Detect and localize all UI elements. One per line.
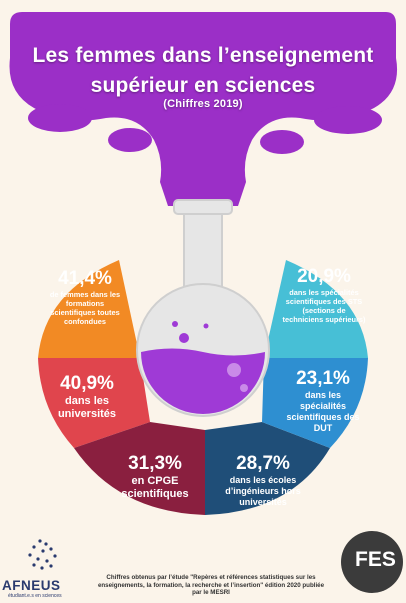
- title-line-1: Les femmes dans l’enseignement: [32, 44, 374, 67]
- stat-value: 40,9%: [60, 373, 114, 394]
- subtitle: (Chiffres 2019): [163, 98, 243, 110]
- fes-logo-text: FES: [355, 548, 396, 571]
- stat-value: 31,3%: [128, 453, 182, 474]
- stat-navy: 28,7% dans les écoles d’ingénieurs hors …: [214, 453, 312, 508]
- stat-desc: dans les spécialités scientifiques des D…: [286, 390, 360, 433]
- smoke-puff: [260, 130, 304, 154]
- afneus-tagline: étudiant.e.s en sciences: [8, 593, 62, 599]
- segment-orange: [38, 260, 140, 358]
- stat-orange: 41,4% de femmes dans les formations scie…: [44, 268, 126, 326]
- segment-cyan: [264, 260, 368, 358]
- stat-desc: en CPGE scientifiques: [121, 475, 189, 500]
- segment-navy: [205, 422, 330, 515]
- afneus-logo-text: AFNEUS: [2, 578, 61, 593]
- flask-liquid: [141, 348, 265, 414]
- fes-logo: [341, 531, 403, 593]
- segment-blue: [262, 358, 368, 448]
- bubble: [240, 384, 248, 392]
- stat-value: 20,9%: [297, 266, 351, 287]
- stat-desc: dans les spécialités scientifiques des S…: [282, 288, 366, 324]
- bubble: [227, 363, 241, 377]
- afneus-logo-mark: [28, 539, 57, 570]
- smoke-cloud: [9, 12, 398, 206]
- smoke-puff: [28, 104, 92, 132]
- stat-desc: dans les universités: [57, 395, 117, 420]
- segment-red: [38, 358, 150, 448]
- stat-desc: dans les écoles d’ingénieurs hors univer…: [225, 475, 301, 507]
- stat-value: 41,4%: [58, 268, 112, 289]
- source-footnote: Chiffres obtenus par l’étude "Repères et…: [97, 574, 325, 597]
- stat-value: 23,1%: [296, 368, 350, 389]
- bubble: [179, 333, 189, 343]
- stat-desc: de femmes dans les formations scientifiq…: [49, 290, 121, 326]
- smoke-puff: [108, 128, 152, 152]
- stat-blue: 23,1% dans les spécialités scientifiques…: [282, 368, 364, 434]
- flask-rim: [173, 199, 233, 215]
- stat-cyan: 20,9% dans les spécialités scientifiques…: [282, 266, 366, 324]
- title-line-2: supérieur en sciences: [90, 74, 316, 97]
- stat-red: 40,9% dans les universités: [40, 373, 134, 421]
- segment-maroon: [74, 422, 205, 515]
- bubble: [172, 321, 178, 327]
- stat-maroon: 31,3% en CPGE scientifiques: [112, 453, 198, 501]
- bubble: [203, 323, 209, 329]
- smoke-puff: [314, 106, 382, 134]
- stat-value: 28,7%: [236, 453, 290, 474]
